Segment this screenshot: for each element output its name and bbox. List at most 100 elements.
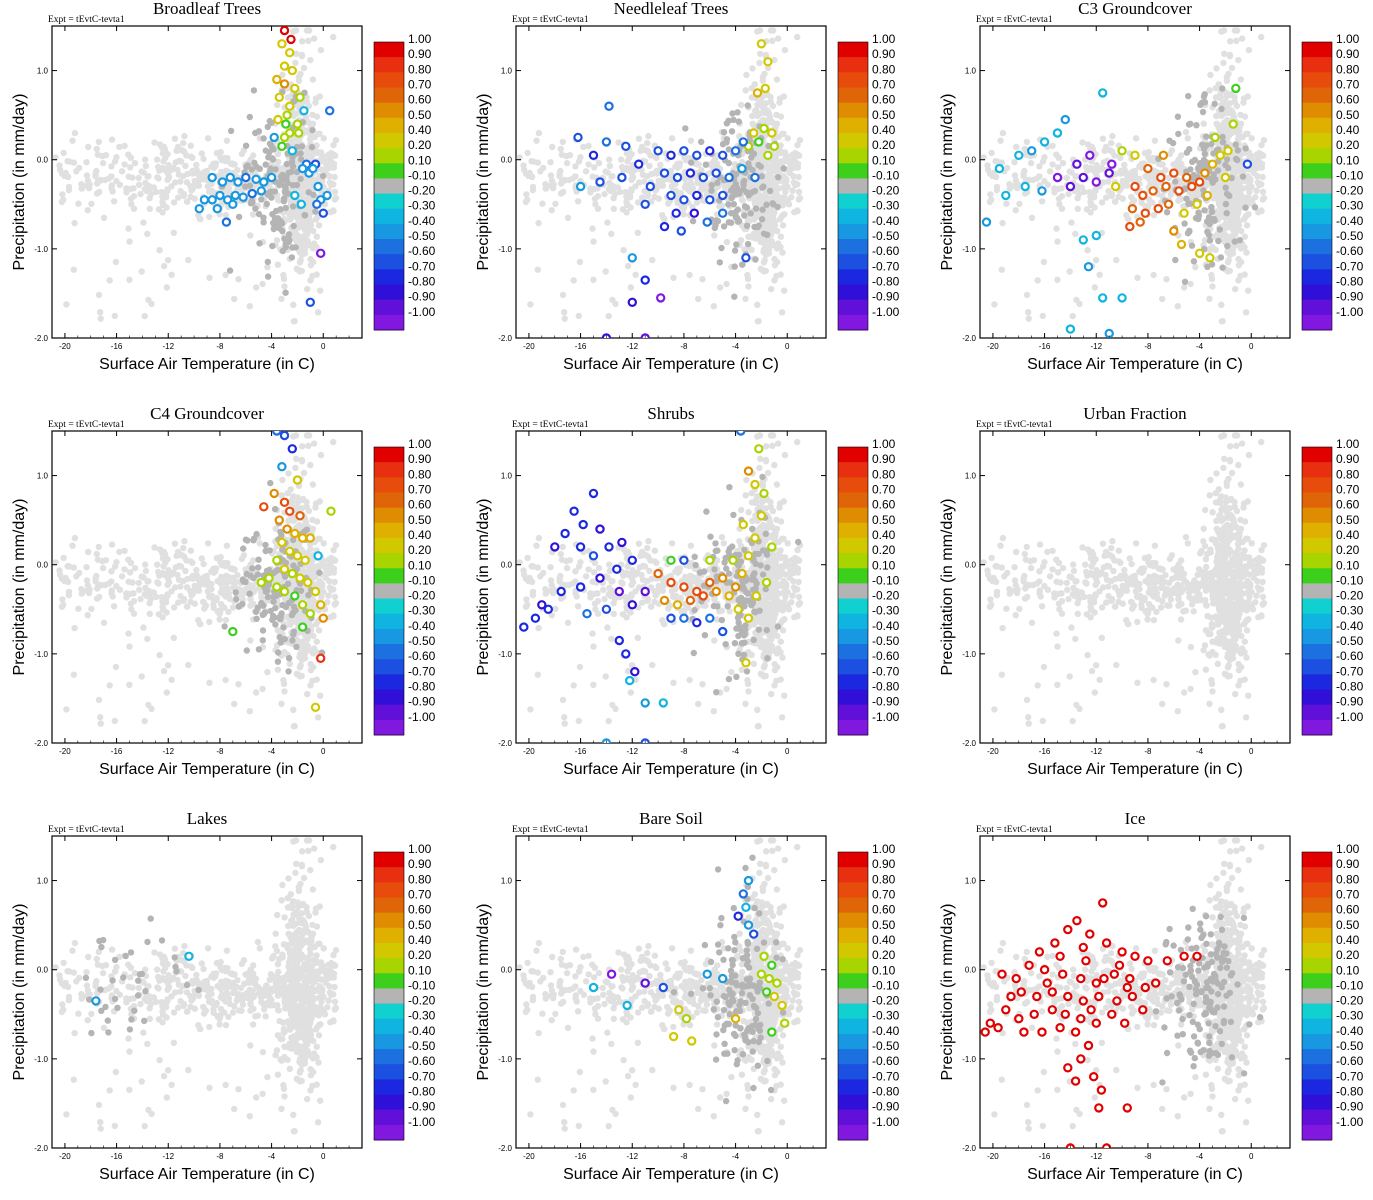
neutral-point xyxy=(243,163,250,170)
neutral-point xyxy=(267,165,274,172)
colorbar-segment xyxy=(838,72,868,88)
background-point xyxy=(765,216,772,223)
background-point xyxy=(1023,138,1030,146)
background-point xyxy=(164,176,171,183)
background-point xyxy=(764,64,772,72)
data-point xyxy=(575,181,586,192)
background-point xyxy=(318,593,325,601)
background-point xyxy=(99,564,107,572)
background-point xyxy=(223,167,230,174)
background-point xyxy=(213,596,220,604)
colorbar-frame xyxy=(1301,41,1333,331)
neutral-point xyxy=(739,261,746,268)
background-point xyxy=(281,283,288,290)
neutral-point xyxy=(708,182,715,189)
neutral-point xyxy=(723,120,730,127)
y-tick-label: -2.0 xyxy=(962,334,976,343)
background-point xyxy=(121,566,128,573)
x-tick-label: 0 xyxy=(785,342,790,351)
background-point xyxy=(183,557,190,564)
background-point xyxy=(141,717,148,725)
background-point xyxy=(1087,198,1094,206)
background-point xyxy=(703,186,710,193)
background-point xyxy=(294,637,301,644)
background-point xyxy=(127,195,135,202)
background-point xyxy=(330,33,337,41)
neutral-point xyxy=(1225,164,1232,172)
background-point xyxy=(1241,113,1249,120)
background-point xyxy=(1151,167,1158,174)
background-point xyxy=(161,166,168,174)
background-point xyxy=(980,154,987,161)
neutral-point xyxy=(270,146,277,153)
background-point xyxy=(195,182,203,189)
background-point xyxy=(295,73,302,81)
data-point xyxy=(1039,137,1050,147)
background-point xyxy=(331,188,339,195)
colorbar-segment xyxy=(374,72,404,88)
background-point xyxy=(1237,272,1244,280)
data-point xyxy=(760,83,770,94)
background-point xyxy=(159,614,166,621)
background-point xyxy=(279,71,286,79)
background-point xyxy=(99,159,107,167)
background-point xyxy=(290,301,297,308)
neutral-point xyxy=(264,273,272,280)
background-point xyxy=(247,602,254,609)
background-point xyxy=(135,174,142,182)
background-point xyxy=(126,569,134,576)
background-point xyxy=(1086,189,1093,196)
background-point xyxy=(328,181,335,189)
data-point xyxy=(604,101,614,111)
background-point xyxy=(332,542,340,549)
background-point xyxy=(94,180,101,187)
background-point xyxy=(699,276,706,283)
background-point xyxy=(140,574,147,581)
background-point xyxy=(111,717,119,725)
background-point xyxy=(140,169,147,176)
neutral-point xyxy=(272,604,279,612)
data-point xyxy=(640,275,650,285)
background-point xyxy=(1178,152,1185,159)
colorbar-label: -0.70 xyxy=(408,259,436,273)
background-point xyxy=(761,257,768,264)
background-point xyxy=(63,301,70,308)
data-point xyxy=(659,221,670,232)
neutral-point xyxy=(734,218,742,225)
background-point xyxy=(547,159,554,166)
colorbar-label: 0.50 xyxy=(1336,108,1360,122)
background-point xyxy=(302,518,310,526)
background-point xyxy=(225,188,233,196)
data-point xyxy=(750,172,760,183)
background-point xyxy=(622,189,629,196)
neutral-point xyxy=(1231,238,1238,245)
data-point xyxy=(297,533,308,543)
background-point xyxy=(168,676,175,683)
colorbar-segment xyxy=(1302,178,1332,195)
background-point xyxy=(774,240,782,247)
neutral-point xyxy=(243,647,250,654)
colorbar-segment xyxy=(1302,132,1332,149)
background-point xyxy=(659,182,667,189)
background-point xyxy=(524,149,531,157)
data-point xyxy=(285,546,295,556)
neutral-point xyxy=(1195,164,1202,172)
background-point xyxy=(1084,247,1091,254)
neutral-point xyxy=(285,668,292,675)
neutral-point xyxy=(309,127,316,134)
data-point xyxy=(318,208,328,218)
data-point xyxy=(1104,168,1114,178)
background-point xyxy=(576,258,584,266)
background-point xyxy=(163,284,170,291)
neutral-point xyxy=(1206,237,1214,244)
background-point xyxy=(314,714,322,721)
background-point xyxy=(222,211,230,219)
background-point xyxy=(1091,284,1098,291)
background-point xyxy=(1218,318,1226,325)
neutral-point xyxy=(265,154,272,161)
neutral-point xyxy=(747,210,754,217)
background-point xyxy=(1231,27,1239,34)
background-point xyxy=(1119,195,1126,202)
data-point xyxy=(633,159,644,169)
background-point xyxy=(988,196,995,203)
